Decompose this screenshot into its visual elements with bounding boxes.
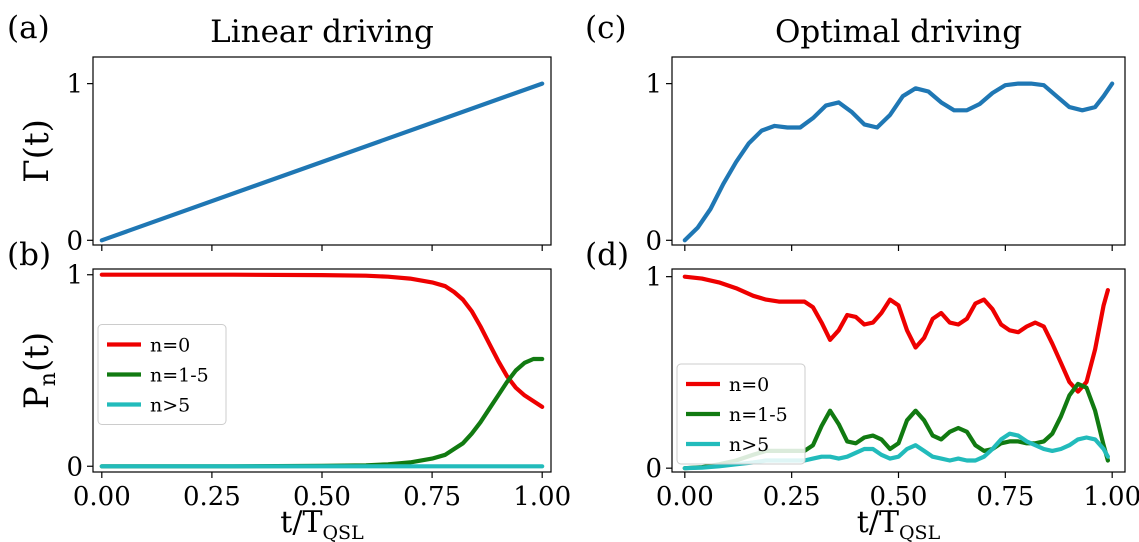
y-tick-label: 1 xyxy=(66,70,83,100)
panel-title: Linear driving xyxy=(210,14,434,50)
x-tick-label: 0.00 xyxy=(73,482,131,512)
panel-label: (a) xyxy=(7,10,50,46)
y-tick-label: 0 xyxy=(66,226,83,256)
y-tick-label: 0 xyxy=(645,454,662,484)
panel-label: (d) xyxy=(585,237,629,273)
x-tick-label: 0.75 xyxy=(976,482,1034,512)
x-tick-label: 0.50 xyxy=(293,482,351,512)
legend-label: n>5 xyxy=(729,434,769,456)
y-tick-label: 1 xyxy=(645,70,662,100)
y-label-sub: n xyxy=(36,372,61,386)
x-tick-label: 0.25 xyxy=(183,482,241,512)
x-tick-label: 1.00 xyxy=(1083,482,1139,512)
legend-label: n=1-5 xyxy=(150,365,209,387)
legend-box xyxy=(97,324,227,425)
legend-label: n=0 xyxy=(729,374,769,396)
legend-label: n>5 xyxy=(150,395,190,417)
y-tick-label: 0 xyxy=(66,452,83,482)
y-tick-label: 0 xyxy=(645,226,662,256)
panel-c: 0 1 (c) Optimal driving xyxy=(585,10,1126,256)
series-line-s0 xyxy=(99,81,545,243)
panel-a: 0 1 (a) Linear driving Γ(t) xyxy=(7,10,552,256)
x-tick-label: 0.75 xyxy=(403,482,461,512)
legend: n=0 n=1-5 n>5 xyxy=(676,363,806,465)
x-axis-label: t/TQSL xyxy=(857,505,941,542)
panel-d: 0.00 0.25 0.50 0.75 1.0001(d)t/TQSLn=0n=1-5n… xyxy=(585,237,1139,542)
legend-label: n=1-5 xyxy=(729,404,788,426)
y-label-main: Γ(t) xyxy=(17,119,57,183)
axes-frame xyxy=(671,56,1126,246)
panel-b: 0.00 0.25 0.50 0.75 1.0001(b)Pn(t)t/TQSLn=0n… xyxy=(7,237,571,542)
x-label-sub: QSL xyxy=(322,522,364,542)
legend-box xyxy=(676,363,806,465)
y-axis-label: Γ(t) xyxy=(17,119,57,183)
x-label-main: t/T xyxy=(857,505,899,540)
y-axis-label: Pn(t) xyxy=(17,332,61,409)
x-tick-label: 0.25 xyxy=(763,482,821,512)
x-axis-label: t/TQSL xyxy=(280,505,364,542)
x-tick-label: 0.00 xyxy=(656,482,714,512)
y-label-main: P xyxy=(17,386,57,409)
y-tick-label: 1 xyxy=(66,261,83,291)
x-label-sub: QSL xyxy=(899,522,941,542)
y-label-tail: (t) xyxy=(17,332,57,372)
legend-label: n=0 xyxy=(150,335,190,357)
panel-title: Optimal driving xyxy=(775,14,1022,50)
legend: n=0 n=1-5 n>5 xyxy=(97,324,227,425)
x-label-main: t/T xyxy=(280,505,322,540)
y-tick-label: 1 xyxy=(645,263,662,293)
x-tick-label: 0.50 xyxy=(870,482,928,512)
panel-label: (c) xyxy=(585,10,627,46)
series-line-n=0 xyxy=(682,274,1110,394)
series-line-s0 xyxy=(682,81,1115,243)
series-line-n=0 xyxy=(99,272,545,409)
panel-label: (b) xyxy=(7,237,51,273)
x-tick-label: 1.00 xyxy=(513,482,571,512)
